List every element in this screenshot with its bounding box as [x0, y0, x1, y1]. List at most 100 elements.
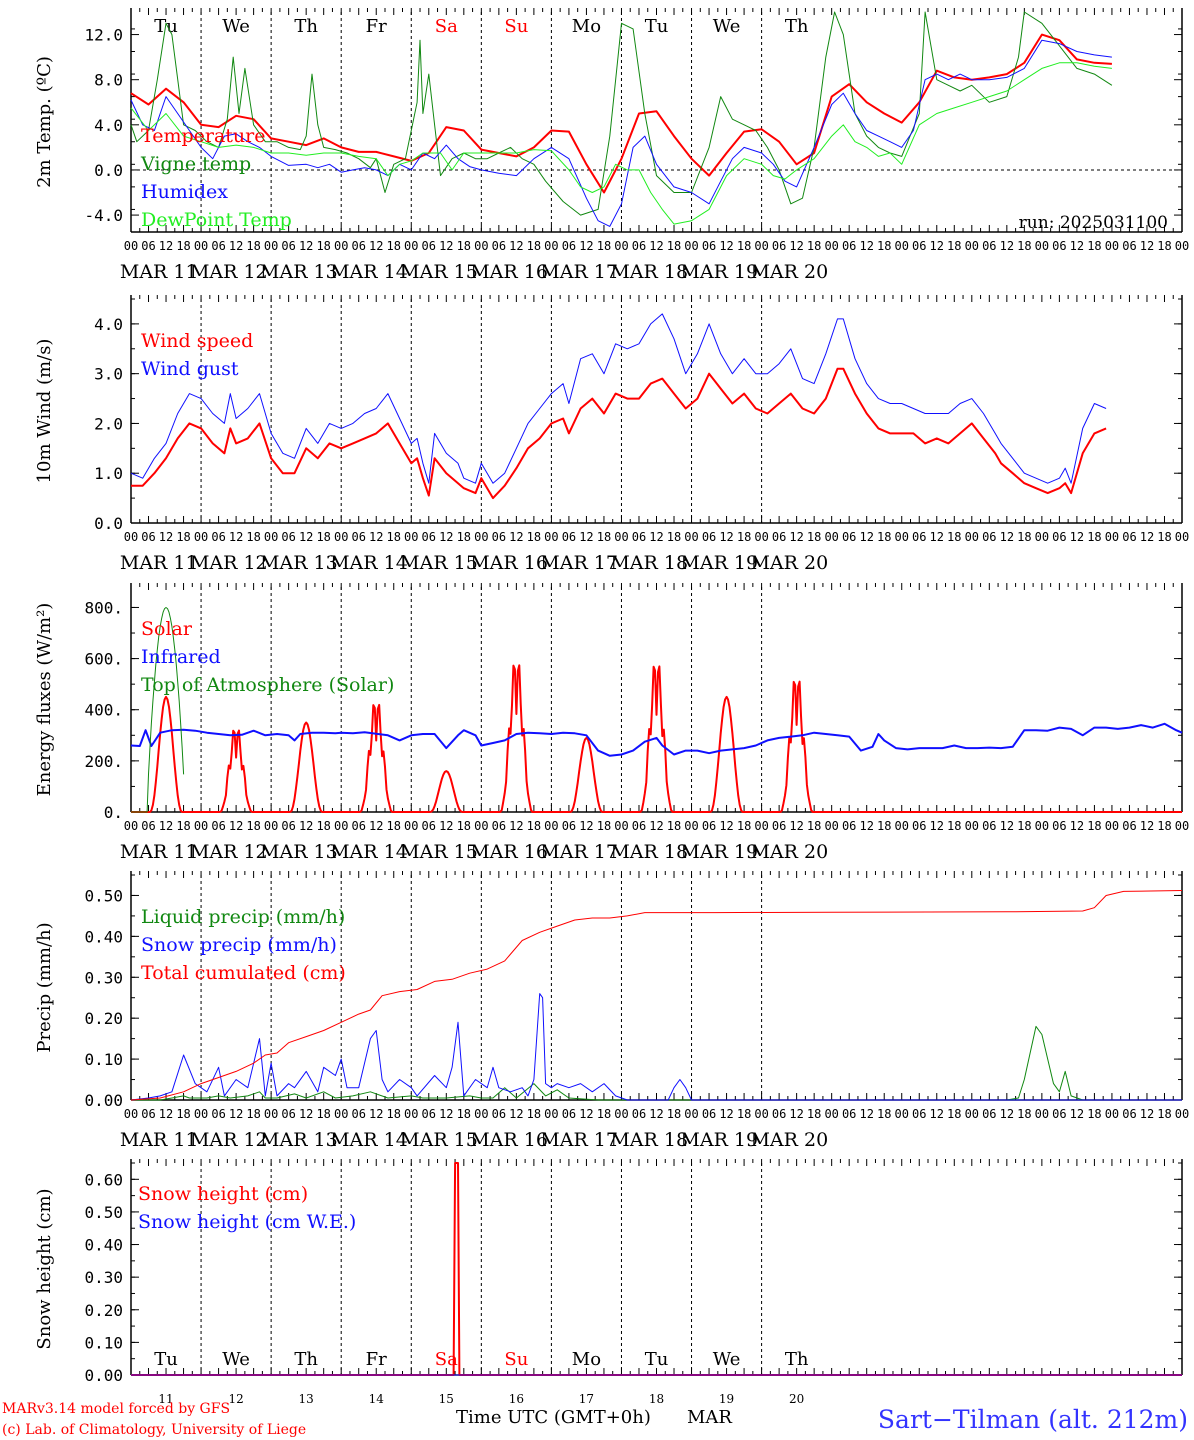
x-tick-label: 18 — [877, 1107, 891, 1121]
weekday-label: Th — [294, 1349, 318, 1370]
x-tick-label: 06 — [351, 1107, 365, 1121]
x-tick-label: 06 — [562, 819, 576, 833]
x-tick-label: 18 — [947, 530, 961, 544]
x-tick-label: 00 — [614, 530, 628, 544]
x-tick-label: 18 — [877, 819, 891, 833]
weekday-label: Tu — [645, 16, 669, 37]
x-tick-label: 06 — [492, 530, 506, 544]
x-tick-label: 00 — [1035, 1107, 1049, 1121]
x-tick-label: 06 — [281, 530, 295, 544]
date-label: MAR 16 — [470, 1129, 548, 1151]
x-tick-label: 06 — [141, 530, 155, 544]
x-tick-label: 06 — [632, 1107, 646, 1121]
y-tick-label: 0.50 — [84, 1203, 123, 1222]
x-tick-label: 00 — [684, 819, 698, 833]
y-tick-label: 1.0 — [94, 464, 123, 483]
x-tick-label: 12 — [1070, 819, 1084, 833]
x-tick-label: 12 — [719, 530, 733, 544]
x-tick-label: 00 — [895, 1107, 909, 1121]
date-label: MAR 18 — [610, 552, 688, 574]
x-tick-label: 18 — [737, 1107, 751, 1121]
weekday-label: Fr — [366, 1349, 387, 1370]
date-label: MAR 16 — [470, 261, 548, 283]
x-tick-label: 12 — [1140, 1107, 1154, 1121]
weekday-label: Su — [504, 16, 528, 37]
y-tick-label: 0.0 — [94, 514, 123, 533]
x-tick-label: 06 — [772, 819, 786, 833]
date-label: MAR 20 — [750, 552, 828, 574]
x-tick-label: 00 — [965, 1107, 979, 1121]
x-tick-label: 18 — [667, 819, 681, 833]
x-tick-label: 18 — [1087, 1107, 1101, 1121]
x-tick-label: 12 — [859, 819, 873, 833]
chart-panel-3: 00 06 12 18 00 06 12 18 00 06 12 18 00 06 12 18 00 06 12 18… — [34, 871, 1189, 1151]
x-tick-label: 18 — [176, 819, 190, 833]
x-tick-label: 06 — [141, 1107, 155, 1121]
x-tick-label: 00 — [474, 239, 488, 253]
x-tick-label: 00 — [124, 819, 138, 833]
legend-entry: Solar — [141, 618, 193, 640]
x-tick-label: 00 — [124, 1107, 138, 1121]
x-tick-label: 00 — [1175, 530, 1189, 544]
weekday-label: We — [713, 1349, 741, 1370]
x-tick-label: 18 — [387, 819, 401, 833]
footer-model-line: MARv3.14 model forced by GFS — [2, 1401, 230, 1417]
date-label: MAR 15 — [400, 261, 478, 283]
x-tick-label: 00 — [334, 1107, 348, 1121]
x-tick-label: 00 — [404, 530, 418, 544]
x-tick-label: 00 — [824, 239, 838, 253]
x-tick-label: 18 — [807, 239, 821, 253]
x-tick-label: 06 — [912, 1107, 926, 1121]
x-tick-label: 06 — [702, 1107, 716, 1121]
weekday-label: Sa — [435, 16, 458, 37]
x-tick-label: 18 — [737, 530, 751, 544]
x-tick-label: 06 — [842, 530, 856, 544]
x-tick-label: 12 — [579, 530, 593, 544]
x-tick-label: 06 — [702, 239, 716, 253]
x-tick-label: 00 — [1035, 819, 1049, 833]
y-axis-label: 2m Temp. (ºC) — [34, 56, 55, 188]
y-tick-label: 0.10 — [84, 1333, 123, 1352]
date-label: MAR 18 — [610, 1129, 688, 1151]
x-tick-label: 12 — [579, 239, 593, 253]
x-tick-label: 06 — [351, 239, 365, 253]
weekday-label: Tu — [645, 1349, 669, 1370]
x-tick-label: 06 — [632, 239, 646, 253]
x-tick-label: 00 — [124, 239, 138, 253]
x-tick-label: 12 — [649, 530, 663, 544]
y-tick-label: 2.0 — [94, 414, 123, 433]
x-tick-label: 12 — [719, 819, 733, 833]
x-tick-label: 12 — [439, 530, 453, 544]
x-tick-label: 12 — [930, 1107, 944, 1121]
x-tick-label: 00 — [684, 530, 698, 544]
x-tick-label: 06 — [1122, 239, 1136, 253]
x-tick-label: 06 — [1122, 819, 1136, 833]
x-tick-label: 00 — [895, 530, 909, 544]
x-tick-label: 06 — [982, 1107, 996, 1121]
x-tick-label: 18 — [457, 1107, 471, 1121]
legend-entry: Snow height (cm W.E.) — [138, 1211, 356, 1233]
x-tick-label: 00 — [334, 819, 348, 833]
x-tick-label: 06 — [562, 530, 576, 544]
x-tick-label: 18 — [1087, 819, 1101, 833]
weekday-label: Th — [294, 16, 318, 37]
x-tick-label: 00 — [895, 819, 909, 833]
run-label: run: 2025031100 — [1019, 213, 1168, 233]
chart-panel-4: 11 12 13 14 15 16 17 18 19 20 0.60 0.50 0.40 0.30 0.20… — [34, 1159, 1183, 1406]
y-tick-label: 12.0 — [84, 26, 123, 45]
y-tick-label: 800. — [84, 598, 123, 617]
chart-panel-1: 00 06 12 18 00 06 12 18 00 06 12 18 00 06 12 18 00 06 12 18… — [34, 295, 1189, 574]
weekday-label: Mo — [572, 1349, 601, 1370]
date-label: MAR 13 — [260, 552, 338, 574]
x-tick-label: 18 — [457, 530, 471, 544]
x-tick-label: 12 — [719, 1107, 733, 1121]
x-tick-label: 00 — [754, 239, 768, 253]
x-tick-label: 00 — [194, 239, 208, 253]
y-axis-label: Snow height (cm) — [34, 1188, 55, 1349]
x-tick-label: 12 — [229, 819, 243, 833]
x-tick-label: 18 — [737, 819, 751, 833]
y-tick-label: 200. — [84, 752, 123, 771]
date-label: MAR 16 — [470, 841, 548, 863]
x-tick-label: 00 — [544, 239, 558, 253]
